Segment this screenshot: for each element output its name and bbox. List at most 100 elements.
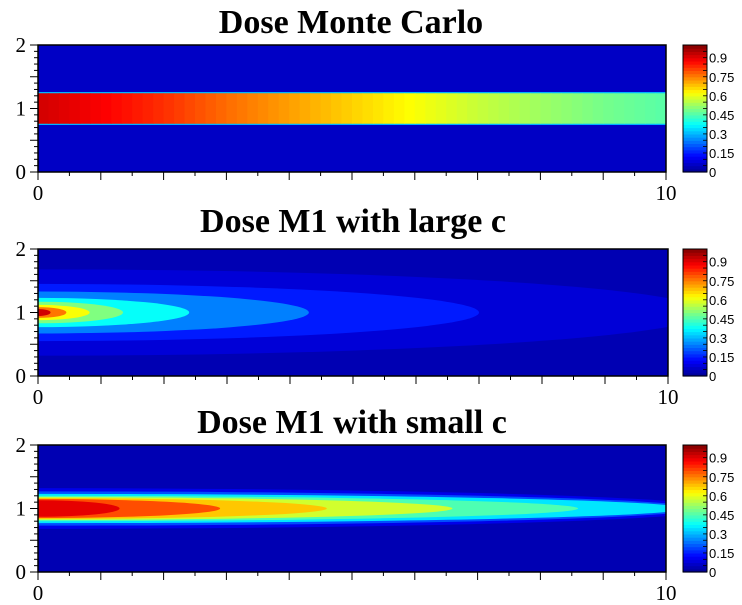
beam-cell — [645, 93, 657, 124]
colorbar-swatch — [683, 473, 707, 478]
beam-cell — [341, 93, 353, 124]
colorbar-swatch — [683, 60, 707, 65]
y-tick-label: 1 — [16, 497, 27, 521]
beam-cell — [425, 93, 437, 124]
beam-cell — [289, 93, 301, 124]
beam-cell — [435, 93, 447, 124]
colorbar-swatch — [683, 121, 707, 125]
beam-cell — [550, 93, 562, 124]
colorbar-swatch — [683, 137, 707, 141]
colorbar-swatch — [683, 309, 707, 314]
colorbar-swatch — [683, 514, 707, 519]
colorbar-swatch — [683, 290, 707, 295]
colorbar-swatch — [683, 255, 707, 260]
colorbar-tick-label: 0.9 — [709, 255, 727, 270]
colorbar-swatch — [683, 83, 707, 87]
colorbar-swatch — [683, 337, 707, 342]
colorbar-swatch — [683, 350, 707, 355]
beam-cell — [624, 93, 636, 124]
beam-cell — [174, 93, 186, 124]
colorbar-swatch — [683, 524, 707, 529]
beam-cell — [603, 93, 615, 124]
colorbar-swatch — [683, 448, 707, 452]
colorbar-swatch — [683, 369, 707, 374]
colorbar-swatch — [683, 489, 707, 494]
colorbar-swatch — [683, 315, 707, 320]
beam-cell — [310, 93, 322, 124]
beam-cell — [571, 93, 583, 124]
colorbar-swatch — [683, 483, 707, 487]
beam-cell — [383, 93, 395, 124]
colorbar-tick-label: 0.75 — [709, 274, 734, 289]
colorbar-swatch — [683, 162, 707, 167]
colorbar-swatch — [683, 95, 707, 100]
colorbar-tick-label: 0.3 — [709, 527, 727, 542]
colorbar-tick-label: 0.15 — [709, 350, 734, 365]
x-tick-label: 0 — [33, 581, 44, 605]
y-tick-label: 0 — [16, 364, 27, 388]
colorbar-swatch — [683, 45, 707, 49]
beam-cell — [634, 93, 646, 124]
y-tick-label: 0 — [16, 160, 27, 184]
colorbar-tick-label: 0.45 — [709, 108, 734, 123]
x-tick-label: 10 — [656, 181, 677, 205]
colorbar-swatch — [683, 124, 707, 129]
colorbar-swatch — [683, 495, 707, 500]
dose-contour — [38, 309, 51, 316]
colorbar-swatch — [683, 159, 707, 164]
beam-cell — [582, 93, 594, 124]
dose-field — [38, 45, 666, 172]
colorbar-swatch — [683, 533, 707, 538]
colorbar-swatch — [683, 527, 707, 532]
beam-cell — [195, 93, 207, 124]
colorbar-swatch — [683, 165, 707, 170]
colorbar-swatch — [683, 505, 707, 510]
colorbar-swatch — [683, 556, 707, 560]
colorbar-swatch — [683, 502, 707, 506]
colorbar-swatch — [683, 268, 707, 272]
colorbar-swatch — [683, 562, 707, 567]
colorbar-swatch — [683, 530, 707, 535]
x-tick-label: 10 — [658, 385, 679, 409]
colorbar-swatch — [683, 105, 707, 110]
colorbar-swatch — [683, 249, 707, 253]
colorbar-swatch — [683, 261, 707, 266]
colorbar-swatch — [683, 127, 707, 132]
beam-cell — [268, 93, 280, 124]
colorbar-swatch — [683, 334, 707, 339]
colorbar-swatch — [683, 356, 707, 361]
colorbar-swatch — [683, 470, 707, 475]
beam-cell — [153, 93, 165, 124]
colorbar-swatch — [683, 540, 707, 545]
beam-cell — [236, 93, 248, 124]
y-tick-label: 1 — [16, 97, 27, 121]
beam-cell — [58, 93, 70, 124]
beam-cell — [498, 93, 510, 124]
colorbar-tick-label: 0.45 — [709, 312, 734, 327]
beam-cell — [48, 93, 60, 124]
beam-cell — [529, 93, 541, 124]
beam-cell — [184, 93, 196, 124]
y-tick-label: 1 — [16, 301, 27, 325]
colorbar: 0 0.15 0.3 0.45 0.6 0.75 0.9 — [682, 44, 734, 180]
colorbar-swatch — [683, 306, 707, 310]
colorbar-swatch — [683, 454, 707, 459]
colorbar-swatch — [683, 559, 707, 564]
beam-cell — [509, 93, 521, 124]
beam-cell — [79, 93, 91, 124]
beam-cell — [331, 93, 343, 124]
colorbar-swatch — [683, 537, 707, 541]
y-tick-label: 2 — [16, 237, 27, 261]
beam-cell — [100, 93, 112, 124]
colorbar-swatch — [683, 64, 707, 68]
beam-cell — [69, 93, 81, 124]
colorbar-swatch — [683, 92, 707, 97]
colorbar-swatch — [683, 445, 707, 449]
beam-cell — [205, 93, 217, 124]
colorbar-swatch — [683, 521, 707, 525]
colorbar-swatch — [683, 51, 707, 56]
